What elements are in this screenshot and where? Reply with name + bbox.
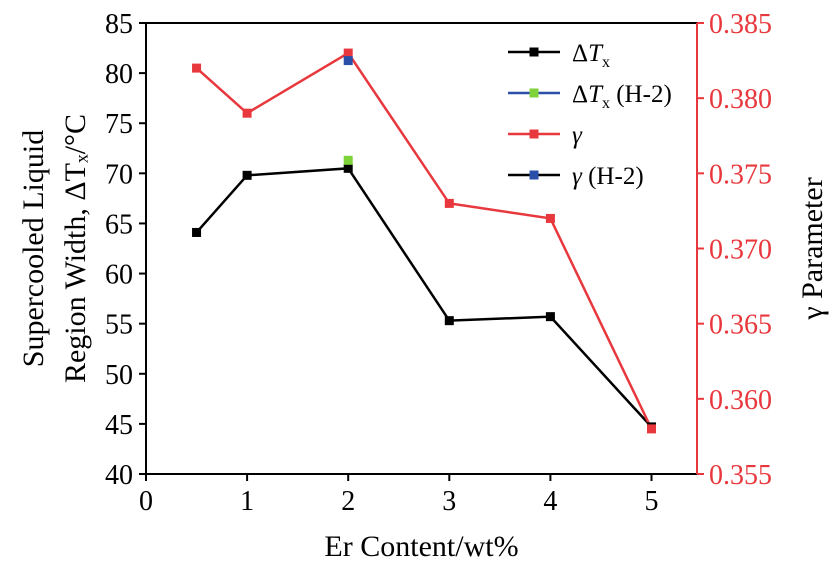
data-point: [444, 316, 454, 326]
left-y-tick-label: 70: [105, 159, 133, 190]
legend-marker: [529, 170, 539, 180]
x-tick-label: 4: [543, 486, 557, 517]
left-y-tick-label: 75: [105, 109, 133, 140]
legend-label: γ: [572, 122, 583, 149]
data-point: [343, 56, 353, 66]
left-y-tick-label: 45: [105, 410, 133, 441]
series-markers: [192, 48, 657, 434]
legend-marker: [529, 88, 539, 98]
left-y-tick-label: 60: [105, 260, 133, 291]
right-y-tick-label: 0.385: [709, 9, 772, 40]
axis-labels: Er Content/wt% Supercooled Liquid Region W…: [17, 114, 829, 563]
data-point: [444, 198, 454, 208]
legend-label: ΔTx: [572, 40, 610, 71]
right-y-tick-label: 0.370: [709, 235, 772, 266]
data-point: [242, 170, 252, 180]
tick-labels: 0 1 2 3 4 5404550556065707580850.3550.3600.36…: [105, 9, 772, 517]
right-y-tick-label: 0.355: [709, 460, 772, 491]
left-y-tick-label: 50: [105, 360, 133, 391]
left-y-tick-label: 80: [105, 59, 133, 90]
left-y-tick-label: 40: [105, 460, 133, 491]
legend-marker: [529, 129, 539, 139]
series-lines: [195, 51, 653, 430]
right-y-tick-label: 0.360: [709, 385, 772, 416]
right-y-tick-label: 0.365: [709, 310, 772, 341]
x-tick-label: 2: [341, 486, 355, 517]
data-point: [242, 108, 252, 118]
data-point: [545, 213, 555, 223]
legend: ΔTx ΔTx (H-2) γ γ (H-2): [508, 40, 672, 190]
data-point: [647, 424, 657, 434]
data-point: [343, 155, 353, 165]
left-y-tick-label: 55: [105, 310, 133, 341]
left-y-tick-label: 65: [105, 209, 133, 240]
left-y-axis-label-line2: Region Width, ΔTₓ/°C: [59, 114, 92, 383]
data-point: [343, 163, 353, 173]
series-line: [195, 51, 653, 430]
right-y-tick-label: 0.375: [709, 159, 772, 190]
x-tick-label: 3: [442, 486, 456, 517]
series-line: [195, 167, 653, 428]
right-y-tick-label: 0.380: [709, 84, 772, 115]
axes: [139, 22, 704, 481]
data-point: [545, 312, 555, 322]
x-tick-label: 5: [645, 486, 659, 517]
left-y-tick-label: 85: [105, 9, 133, 40]
right-y-axis-label: γ Parameter: [796, 177, 829, 320]
legend-label: γ (H-2): [572, 163, 644, 190]
data-point: [343, 48, 353, 58]
data-point: [192, 63, 202, 73]
legend-label: ΔTx (H-2): [572, 81, 672, 112]
data-point: [192, 227, 202, 237]
left-y-axis-label-line1: Supercooled Liquid: [17, 130, 50, 367]
x-tick-label: 1: [240, 486, 254, 517]
legend-marker: [529, 47, 539, 57]
x-axis-label: Er Content/wt%: [324, 530, 518, 563]
x-tick-label: 0: [139, 486, 153, 517]
